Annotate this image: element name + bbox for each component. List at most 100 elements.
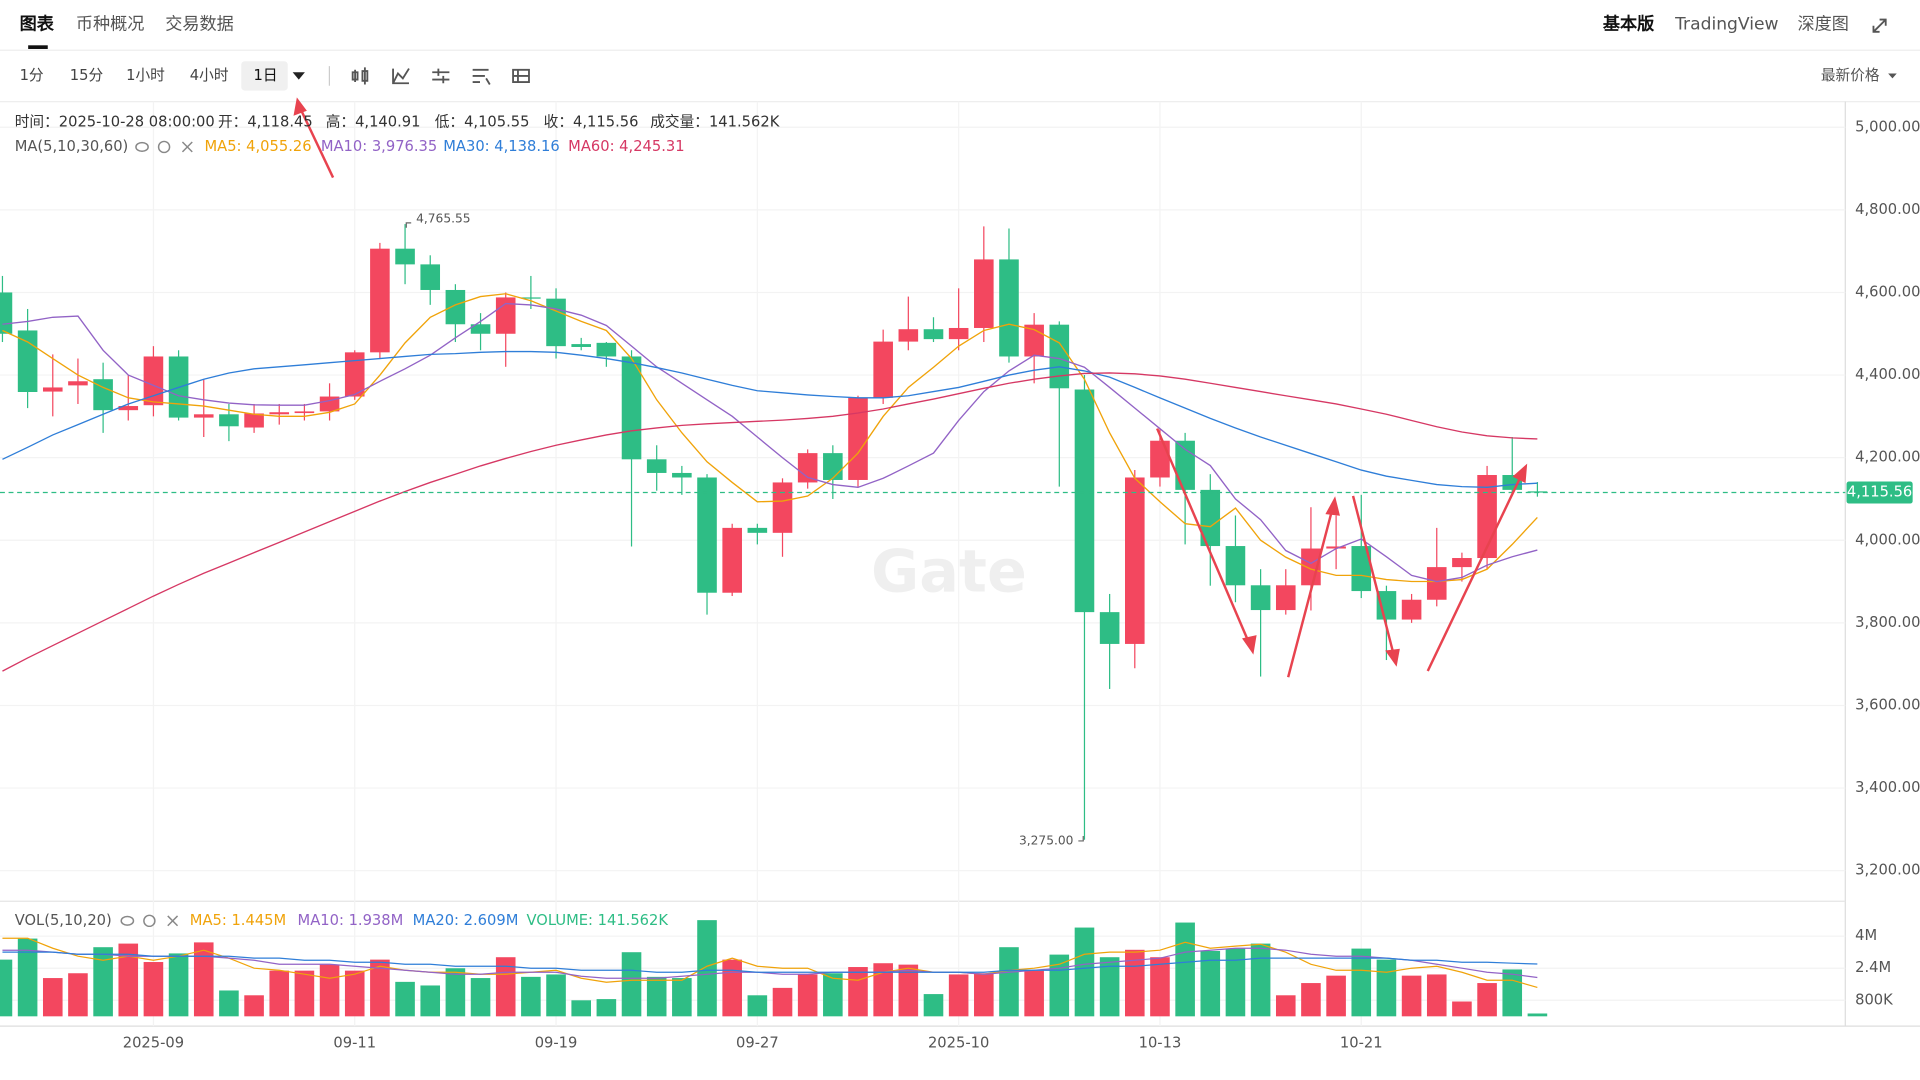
volume-ma-line: [2, 951, 1538, 973]
last-price-label: 4,115.56: [1847, 484, 1912, 501]
price-type-dropdown[interactable]: [1888, 73, 1897, 79]
arrow: [1286, 509, 1334, 678]
vol-title: VOL(5,10,20): [15, 912, 112, 929]
volume-bar: [948, 974, 969, 1017]
volume-bar: [1477, 983, 1497, 1017]
volume-tick-label: 2.4M: [1855, 959, 1891, 976]
candle-body: [974, 259, 994, 328]
volume-bar: [1074, 927, 1095, 1017]
volume-ma-line: [2, 937, 1538, 989]
volume-bar: [1527, 1013, 1548, 1017]
volume-bar: [42, 978, 63, 1017]
candle-body: [848, 397, 868, 480]
volume-bar: [93, 947, 113, 1017]
volume-bar: [219, 990, 239, 1017]
interval-1d[interactable]: 1日: [253, 67, 277, 84]
x-tick-label: 09-27: [736, 1034, 779, 1051]
eye-icon[interactable]: [135, 141, 149, 152]
volume-bar: [697, 920, 717, 1017]
y-tick-label: 5,000.00: [1855, 118, 1920, 135]
arrow: [1156, 428, 1251, 644]
x-tick-label: 2025-09: [123, 1034, 184, 1051]
volume-bar: [269, 970, 290, 1017]
volume-bar: [571, 1000, 591, 1017]
interval-15m[interactable]: 15分: [70, 67, 104, 84]
vol-legend: MA20: 2.609M: [413, 912, 519, 929]
eye-icon[interactable]: [120, 915, 135, 926]
y-tick-label: 3,400.00: [1855, 779, 1920, 796]
candle-body: [672, 472, 692, 478]
settings-icon[interactable]: [432, 68, 450, 84]
volume-bar: [596, 999, 617, 1017]
volume-bar: [772, 987, 793, 1017]
arrowhead: [1325, 496, 1340, 516]
interval-1m[interactable]: 1分: [20, 67, 44, 84]
grid: [0, 101, 1846, 1027]
volume-bar: [823, 973, 843, 1017]
high-marker: [405, 222, 412, 228]
info-high: 高：4,140.91: [326, 113, 421, 130]
candle-body: [546, 298, 566, 347]
vol-legend-icons: [120, 914, 179, 928]
candle-body: [1452, 558, 1472, 568]
candle-body: [823, 453, 843, 480]
tab-overview[interactable]: 币种概况: [76, 14, 145, 34]
settings-icon[interactable]: [157, 140, 171, 154]
info-close: 收：4,115.56: [544, 113, 639, 130]
volume-bar: [621, 952, 642, 1017]
candle-body: [1200, 489, 1221, 547]
volume-bar: [1301, 983, 1321, 1017]
info-low: 低：4,105.55: [435, 113, 530, 130]
candle-body: [219, 414, 239, 427]
layout-icon[interactable]: [512, 68, 530, 83]
volume-bar: [521, 976, 541, 1017]
volume-bar: [370, 959, 390, 1017]
volume-tick-label: 4M: [1855, 927, 1877, 944]
info-open: 开：4,118.45: [218, 113, 313, 130]
candle-icon[interactable]: [351, 67, 369, 85]
volume-bar: [747, 995, 768, 1017]
candle-body: [1426, 567, 1447, 600]
settings-icon[interactable]: [143, 914, 156, 928]
y-tick-label: 3,200.00: [1855, 862, 1920, 879]
tab-chart[interactable]: 图表: [20, 13, 55, 34]
volume-bar: [1200, 951, 1221, 1017]
view-tradingview[interactable]: TradingView: [1674, 14, 1778, 34]
volume-bar: [319, 964, 340, 1017]
volume-bar: [722, 959, 742, 1017]
price-type[interactable]: 最新价格: [1821, 67, 1880, 84]
y-tick-label: 4,400.00: [1855, 366, 1920, 383]
candle-body: [772, 482, 793, 533]
candle-body: [621, 356, 642, 460]
interval-dropdown[interactable]: [292, 72, 305, 80]
candle-body: [370, 248, 390, 353]
draw-icon[interactable]: [472, 68, 491, 85]
view-basic[interactable]: 基本版: [1603, 13, 1655, 34]
volume-bar: [294, 970, 315, 1017]
close-icon[interactable]: [181, 141, 193, 153]
interval-4h[interactable]: 4小时: [190, 67, 229, 84]
candle-body: [193, 414, 214, 418]
candle-body: [1049, 324, 1070, 389]
volume-bar: [974, 973, 994, 1017]
volume-bar: [118, 943, 139, 1017]
candle-body: [1376, 591, 1397, 620]
tab-trade-data[interactable]: 交易数据: [165, 14, 234, 34]
watermark: Gate: [871, 537, 1027, 606]
volume-bar: [1225, 948, 1246, 1017]
volume-bar: [1150, 957, 1170, 1017]
candle-body: [646, 459, 667, 473]
candle-body: [0, 292, 13, 334]
candle-body: [1150, 440, 1170, 478]
vol-legend: MA5: 1.445M: [190, 912, 286, 929]
candle-body: [42, 387, 63, 392]
volume-tick-label: 800K: [1855, 991, 1893, 1008]
candle-body: [1275, 585, 1296, 611]
indicator-icon[interactable]: [392, 68, 410, 85]
candle-body: [1099, 612, 1120, 644]
candle-body: [269, 412, 290, 415]
view-depth[interactable]: 深度图: [1798, 14, 1849, 34]
interval-1h[interactable]: 1小时: [126, 67, 165, 84]
close-icon[interactable]: [167, 915, 179, 927]
fullscreen-icon[interactable]: [1872, 18, 1887, 33]
